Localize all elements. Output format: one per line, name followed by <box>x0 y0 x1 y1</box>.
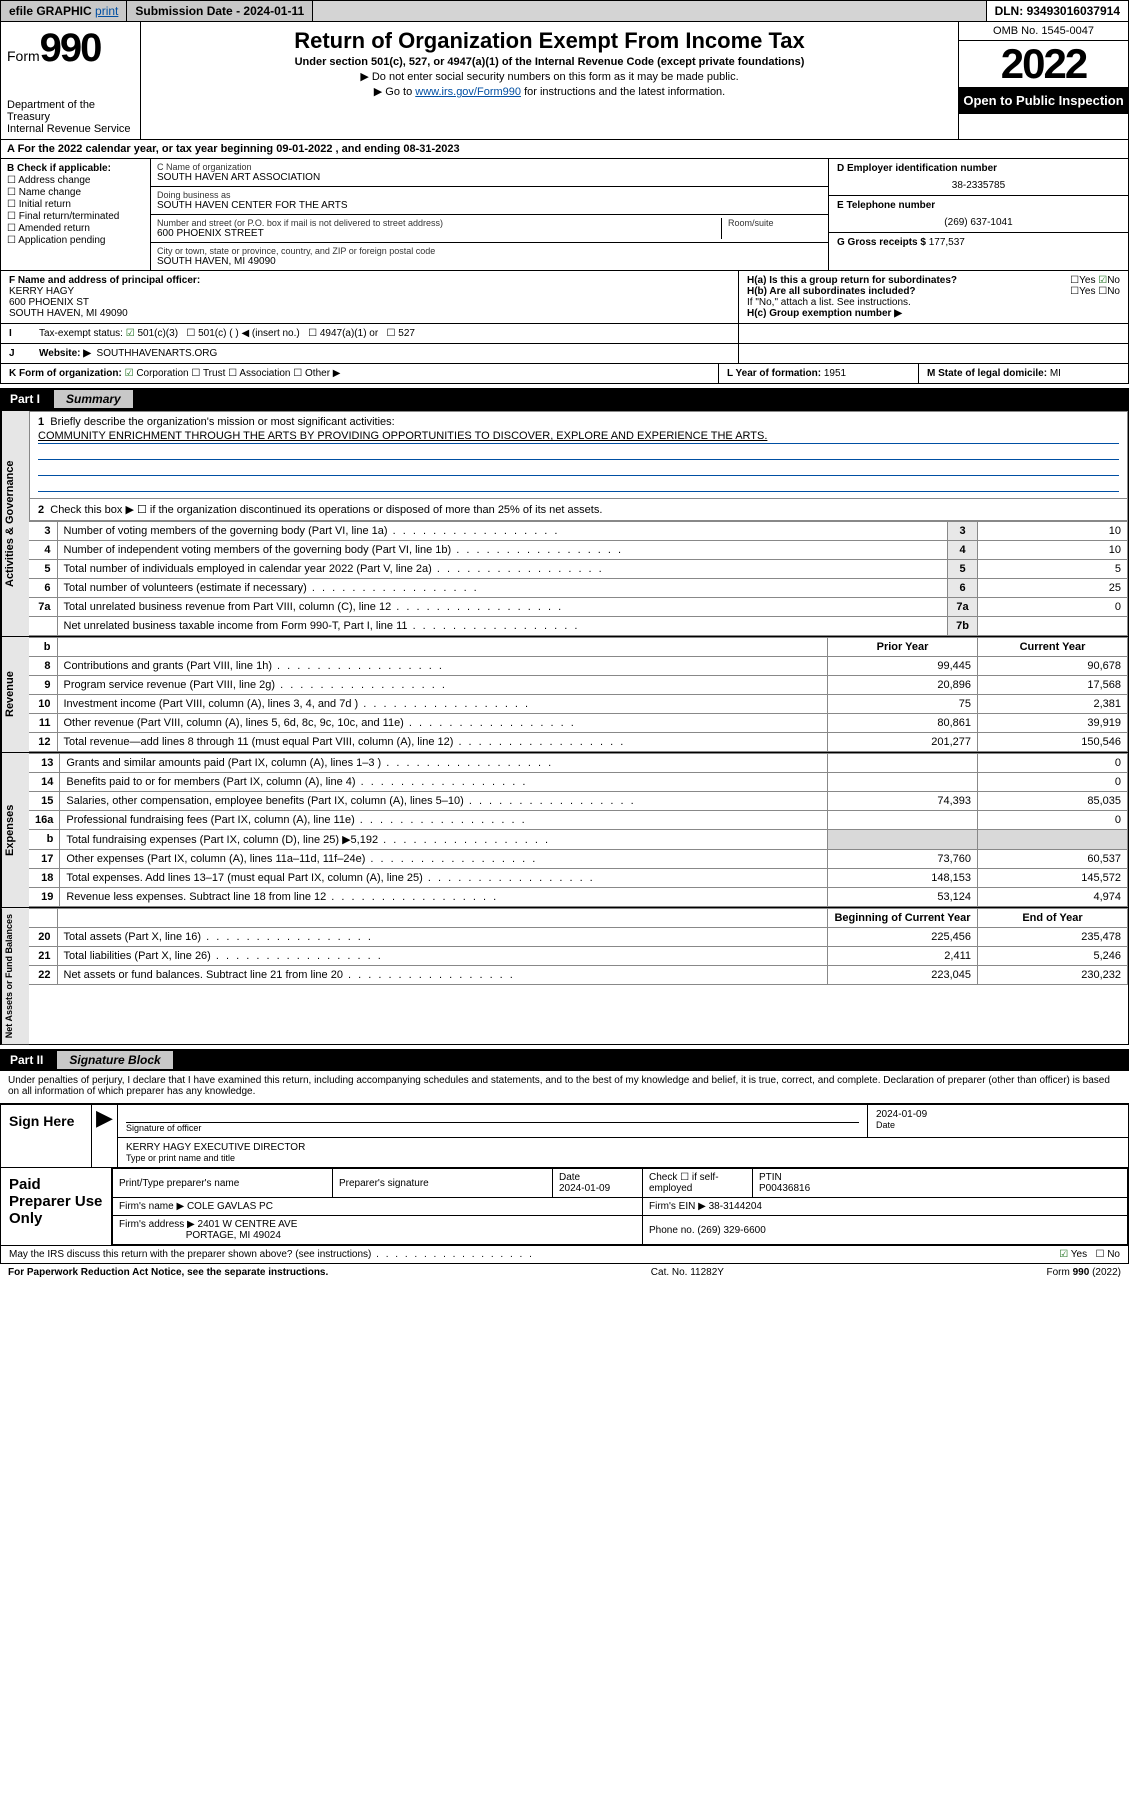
room-label: Room/suite <box>728 218 822 228</box>
netassets-table: Beginning of Current YearEnd of Year20To… <box>29 908 1128 985</box>
year-formation: L Year of formation: 1951 <box>718 364 918 383</box>
irs-link[interactable]: www.irs.gov/Form990 <box>415 86 521 98</box>
top-toolbar: efile GRAPHIC print Submission Date - 20… <box>0 0 1129 22</box>
vtab-revenue: Revenue <box>1 637 29 752</box>
mission-text: COMMUNITY ENRICHMENT THROUGH THE ARTS BY… <box>38 430 1119 444</box>
chk-501c3[interactable] <box>126 328 135 339</box>
street-label: Number and street (or P.O. box if mail i… <box>157 218 715 228</box>
sig-officer-label: Signature of officer <box>126 1123 859 1133</box>
part-i-header: Part ISummary <box>0 388 1129 410</box>
print-link[interactable]: print <box>95 4 118 18</box>
officer-label: F Name and address of principal officer: <box>9 275 200 286</box>
org-name-label: C Name of organization <box>157 162 822 172</box>
ssn-note: Do not enter social security numbers on … <box>149 70 950 83</box>
dba-label: Doing business as <box>157 190 822 200</box>
chk-assoc[interactable] <box>228 368 237 379</box>
q2-label: Check this box ▶ ☐ if the organization d… <box>50 504 602 516</box>
website-row: Website: ▶ SOUTHHAVENARTS.ORG <box>31 344 738 363</box>
tax-year: 2022 <box>959 41 1128 87</box>
efile-label: efile GRAPHIC print <box>1 1 127 21</box>
tel-label: E Telephone number <box>837 200 1120 211</box>
tax-exempt-status: Tax-exempt status: 501(c)(3) 501(c) ( ) … <box>31 324 738 343</box>
discuss-row: May the IRS discuss this return with the… <box>0 1246 1129 1264</box>
row-j-label: J <box>1 344 31 363</box>
form-subtitle: Under section 501(c), 527, or 4947(a)(1)… <box>149 56 950 68</box>
chk-501c[interactable] <box>186 328 195 339</box>
section-b-checkboxes: B Check if applicable: Address change Na… <box>1 159 151 270</box>
preparer-table: Print/Type preparer's name Preparer's si… <box>112 1168 1128 1245</box>
tax-year-row: A For the 2022 calendar year, or tax yea… <box>0 139 1129 158</box>
chk-trust[interactable] <box>191 368 200 379</box>
hb-attach <box>738 324 1128 343</box>
submission-date: Submission Date - 2024-01-11 <box>127 1 313 21</box>
sig-date-label: Date <box>876 1120 1120 1130</box>
omb-number: OMB No. 1545-0047 <box>959 22 1128 41</box>
tel-value: (269) 637-1041 <box>837 217 1120 228</box>
expenses-table: 13Grants and similar amounts paid (Part … <box>29 753 1128 907</box>
hb-row: H(b) Are all subordinates included? Yes … <box>747 286 1120 297</box>
typed-name-label: Type or print name and title <box>126 1153 1120 1163</box>
gross-value: 177,537 <box>929 237 965 248</box>
ein-label: D Employer identification number <box>837 163 1120 174</box>
chk-corp[interactable] <box>125 368 134 379</box>
chk-amended[interactable]: Amended return <box>7 223 144 234</box>
officer-typed-name: KERRY HAGY EXECUTIVE DIRECTOR <box>126 1142 1120 1153</box>
form-header: Form990 Department of the Treasury Inter… <box>0 22 1129 139</box>
paid-preparer-label: Paid Preparer Use Only <box>1 1168 111 1245</box>
dln: DLN: 93493016037914 <box>987 1 1128 21</box>
chk-app-pending[interactable]: Application pending <box>7 235 144 246</box>
officer-addr1: 600 PHOENIX ST <box>9 297 89 308</box>
org-name: SOUTH HAVEN ART ASSOCIATION <box>157 172 822 183</box>
form-number: Form990 <box>7 26 134 71</box>
chk-initial-return[interactable]: Initial return <box>7 199 144 210</box>
officer-addr2: SOUTH HAVEN, MI 49090 <box>9 308 128 319</box>
form-title: Return of Organization Exempt From Incom… <box>149 28 950 54</box>
city-label: City or town, state or province, country… <box>157 246 822 256</box>
officer-name: KERRY HAGY <box>9 286 74 297</box>
city-value: SOUTH HAVEN, MI 49090 <box>157 256 822 267</box>
hc-row: H(c) Group exemption number ▶ <box>747 308 1120 319</box>
chk-527[interactable] <box>387 328 396 339</box>
street-value: 600 PHOENIX STREET <box>157 228 715 239</box>
ein-value: 38-2335785 <box>837 180 1120 191</box>
sign-arrow-icon: ▶ <box>91 1105 117 1167</box>
chk-4947[interactable] <box>308 328 317 339</box>
row-i-label: I <box>1 324 31 343</box>
vtab-activities: Activities & Governance <box>1 411 29 636</box>
q1-label: Briefly describe the organization's miss… <box>50 416 394 428</box>
hc-cell <box>738 344 1128 363</box>
form-of-org: K Form of organization: Corporation Trus… <box>1 364 718 383</box>
chk-final-return[interactable]: Final return/terminated <box>7 211 144 222</box>
irs-label: Internal Revenue Service <box>7 123 134 135</box>
vtab-netassets: Net Assets or Fund Balances <box>1 908 29 1044</box>
chk-address-change[interactable]: Address change <box>7 175 144 186</box>
vtab-expenses: Expenses <box>1 753 29 907</box>
goto-note: Go to www.irs.gov/Form990 for instructio… <box>149 85 950 98</box>
dba-value: SOUTH HAVEN CENTER FOR THE ARTS <box>157 200 822 211</box>
chk-other[interactable] <box>293 368 302 379</box>
hb-note: If "No," attach a list. See instructions… <box>747 297 1120 308</box>
activities-table: 3Number of voting members of the governi… <box>29 521 1128 636</box>
gross-label: G Gross receipts $ <box>837 237 929 248</box>
sig-date: 2024-01-09 <box>876 1109 1120 1120</box>
ha-row: H(a) Is this a group return for subordin… <box>747 275 1120 286</box>
revenue-table: bPrior YearCurrent Year8Contributions an… <box>29 637 1128 752</box>
perjury-statement: Under penalties of perjury, I declare th… <box>0 1071 1129 1101</box>
footer: For Paperwork Reduction Act Notice, see … <box>0 1264 1129 1281</box>
chk-name-change[interactable]: Name change <box>7 187 144 198</box>
sign-here-label: Sign Here <box>1 1105 91 1167</box>
part-ii-header: Part IISignature Block <box>0 1049 1129 1071</box>
dept-treasury: Department of the Treasury <box>7 99 134 123</box>
open-public-badge: Open to Public Inspection <box>959 87 1128 114</box>
state-domicile: M State of legal domicile: MI <box>918 364 1128 383</box>
